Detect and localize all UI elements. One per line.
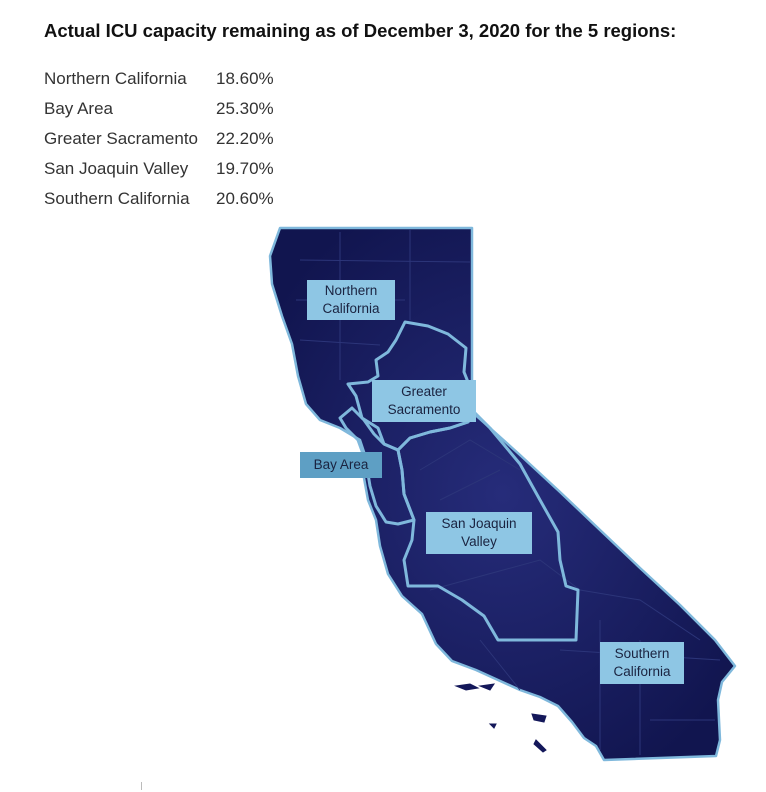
region-name: Bay Area xyxy=(44,99,113,118)
list-item: Northern California 18.60% xyxy=(44,64,274,94)
map-label-bay-area: Bay Area xyxy=(300,452,382,478)
region-name: Southern California xyxy=(44,189,190,208)
list-item: Bay Area 25.30% xyxy=(44,94,274,124)
list-item: Southern California 20.60% xyxy=(44,184,274,214)
capacity-list: Northern California 18.60% Bay Area 25.3… xyxy=(44,64,274,214)
map-label-northern-california: Northern California xyxy=(307,280,395,320)
label-line: Southern xyxy=(614,646,670,661)
map-label-greater-sacramento: Greater Sacramento xyxy=(372,380,476,422)
label-line: California xyxy=(322,301,380,316)
region-name: San Joaquin Valley xyxy=(44,159,189,178)
map-label-southern-california: Southern California xyxy=(600,642,684,684)
channel-islands xyxy=(454,683,547,753)
san-joaquin-border xyxy=(396,410,580,642)
label-line: Greater xyxy=(401,384,447,399)
list-item: San Joaquin Valley 19.70% xyxy=(44,154,274,184)
region-value: 18.60% xyxy=(216,69,274,88)
divider xyxy=(141,782,142,790)
state-outline xyxy=(268,226,737,762)
region-value: 19.70% xyxy=(216,159,274,178)
map-label-san-joaquin-valley: San Joaquin Valley xyxy=(426,512,532,554)
region-value: 25.30% xyxy=(216,99,274,118)
label-line: Northern xyxy=(324,283,378,298)
label-line: Valley xyxy=(461,534,497,549)
region-name: Northern California xyxy=(44,69,187,88)
region-borders xyxy=(338,320,580,642)
region-value: 20.60% xyxy=(216,189,274,208)
label-line: Bay Area xyxy=(313,457,369,472)
list-item: Greater Sacramento 22.20% xyxy=(44,124,274,154)
region-value: 22.20% xyxy=(216,129,274,148)
label-line: California xyxy=(613,664,671,679)
bay-area-border xyxy=(338,406,416,526)
page-title: Actual ICU capacity remaining as of Dece… xyxy=(44,20,677,41)
region-name: Greater Sacramento xyxy=(44,129,199,148)
label-line: Sacramento xyxy=(387,402,461,417)
label-line: San Joaquin xyxy=(441,516,517,531)
